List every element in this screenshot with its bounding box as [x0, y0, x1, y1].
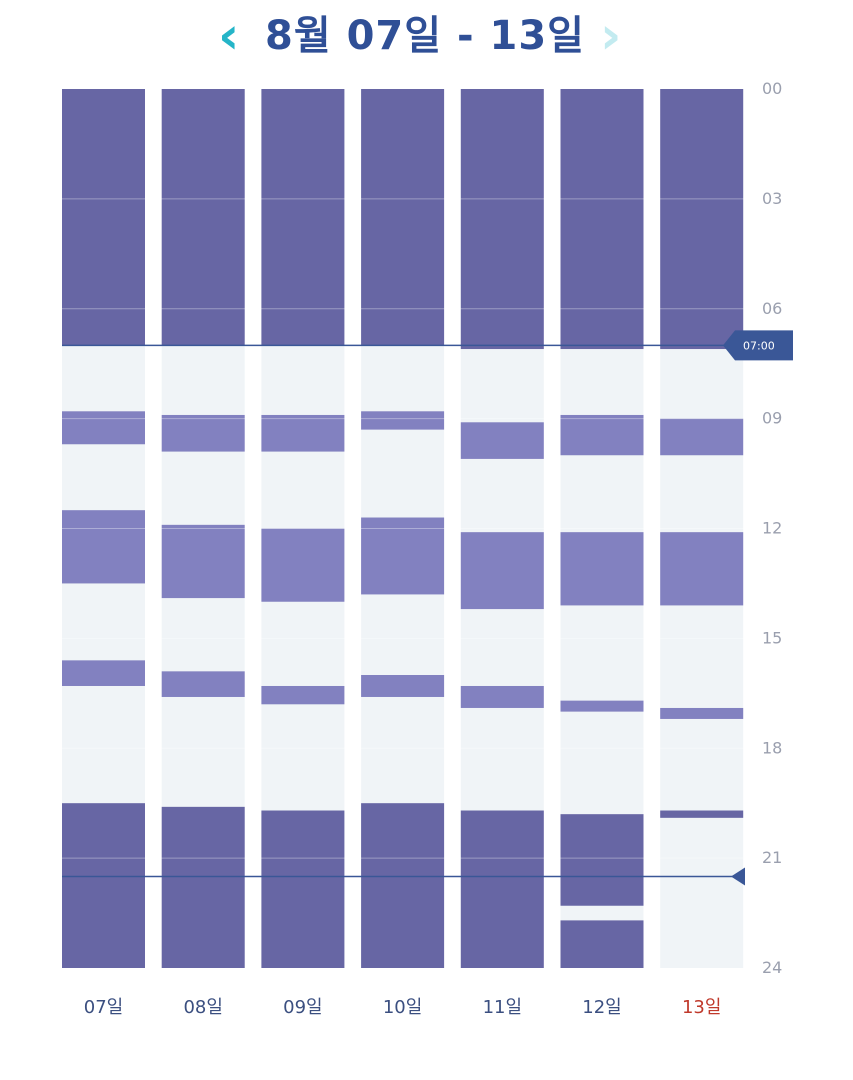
sleep-segment: [261, 89, 345, 346]
nap-segment: [460, 685, 544, 708]
nap-segment: [361, 517, 445, 595]
sleep-segment: [660, 89, 744, 350]
chart-header: ‹ 8월 07일 - 13일 ›: [0, 0, 853, 80]
sleep-segment: [62, 89, 145, 346]
sleep-segment: [361, 89, 445, 346]
day-label: 11일: [483, 997, 522, 1018]
nap-segment: [560, 700, 644, 712]
day-label: 13일: [682, 997, 721, 1018]
sleep-segment: [460, 810, 544, 968]
sleep-segment: [460, 89, 544, 350]
day-label: 12일: [582, 997, 621, 1018]
nap-segment: [660, 707, 744, 719]
nap-segment: [161, 524, 245, 599]
hour-tick-label: 18: [762, 738, 782, 757]
nap-segment: [161, 671, 245, 697]
day-label: 08일: [183, 997, 222, 1018]
sleep-segment: [62, 803, 145, 968]
sleep-segment: [361, 803, 445, 968]
hour-tick-label: 03: [762, 189, 782, 208]
chevron-right-icon[interactable]: ›: [600, 6, 622, 66]
sleep-segment: [560, 89, 644, 350]
nap-segment: [62, 510, 145, 584]
nap-segment: [460, 532, 544, 610]
time-marker-arrow: [731, 867, 745, 886]
nap-segment: [560, 532, 644, 606]
chart-title: 8월 07일 - 13일: [265, 13, 585, 59]
hour-tick-label: 00: [762, 79, 782, 98]
nap-segment: [660, 532, 744, 606]
hour-tick-label: 09: [762, 409, 782, 428]
nap-segment: [62, 660, 145, 686]
nap-segment: [261, 528, 345, 602]
nap-segment: [460, 422, 544, 459]
sleep-segment: [560, 814, 644, 906]
sleep-segment: [161, 89, 245, 346]
time-marker-label: 07:00: [743, 339, 775, 352]
time-marker-badge: [723, 330, 793, 361]
hour-tick-label: 21: [762, 848, 782, 867]
sleep-segment: [560, 920, 644, 968]
nap-segment: [62, 411, 145, 445]
chevron-left-icon[interactable]: ‹: [218, 6, 240, 66]
nap-segment: [660, 418, 744, 456]
sleep-segment: [660, 810, 744, 818]
nap-segment: [560, 414, 644, 456]
nap-segment: [161, 414, 245, 452]
hour-tick-label: 06: [762, 299, 782, 318]
nap-segment: [261, 685, 345, 705]
hour-tick-label: 12: [762, 519, 782, 538]
day-label: 07일: [84, 997, 123, 1018]
day-label: 10일: [383, 997, 422, 1018]
hour-tick-label: 24: [762, 958, 782, 977]
hour-tick-label: 15: [762, 628, 782, 647]
sleep-segment: [261, 810, 345, 968]
sleep-segment: [161, 806, 245, 968]
nap-segment: [361, 675, 445, 697]
day-label: 09일: [283, 997, 322, 1018]
nap-segment: [261, 414, 345, 452]
nap-segment: [361, 411, 445, 430]
